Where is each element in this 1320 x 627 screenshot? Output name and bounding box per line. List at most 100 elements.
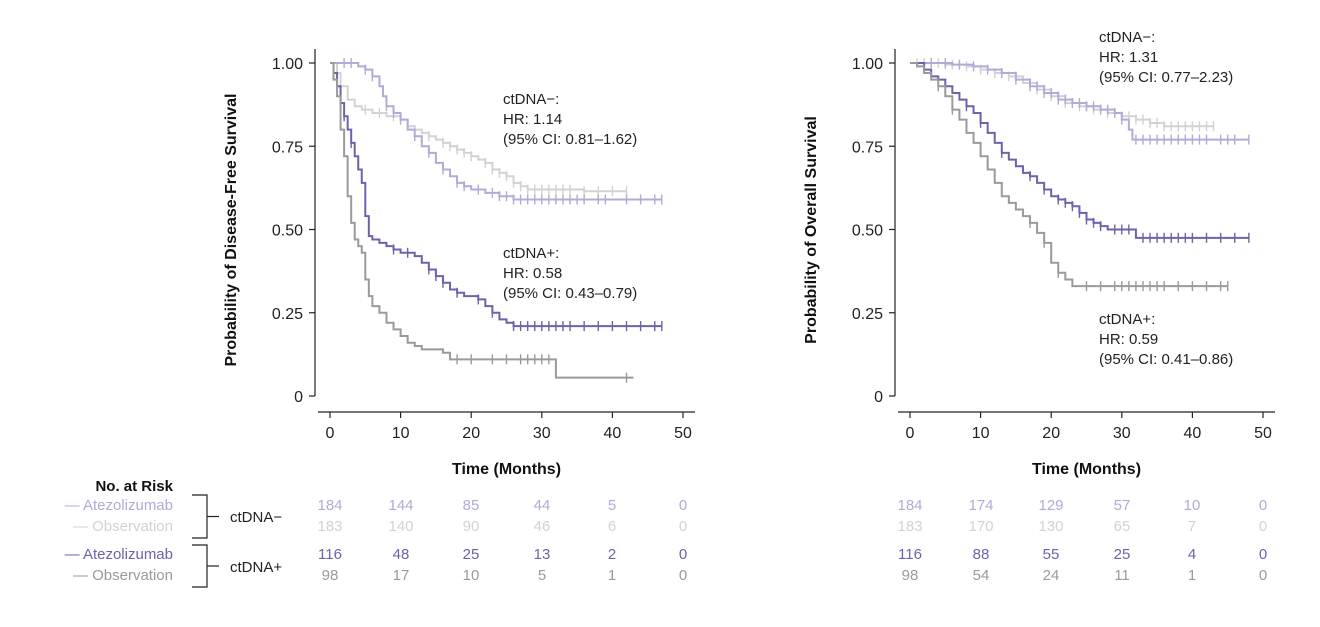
risk-count: 116 [898,546,922,563]
risk-count: 183 [317,518,342,535]
risk-count: 174 [968,497,993,514]
risk-count: 5 [608,497,616,514]
x-tick-label: 10 [392,425,410,442]
risk-count: 170 [968,518,993,535]
bracket-ctdna-neg [192,494,208,539]
y-tick-label: 0 [294,389,303,406]
y-tick-label: 0.75 [272,139,303,156]
annotation-pos-hr: HR: 0.58 [503,265,562,282]
y-axis-label: Probability of Disease-Free Survival [223,94,240,367]
x-tick-label: 30 [533,425,551,442]
risk-count: 1 [608,567,616,584]
km-curve-obs_pos [330,62,634,379]
risk-count: 13 [534,546,551,563]
risk-count: 90 [463,518,480,535]
annotation-neg-hr: HR: 1.14 [503,111,562,128]
risk-count: 0 [1259,497,1267,514]
risk-count: 25 [463,546,480,563]
risk-count: 4 [1188,546,1196,563]
risk-count: 129 [1038,497,1063,514]
km-curve-atezo_neg [330,62,662,201]
risk-count: 0 [679,567,687,584]
annotation-neg-head: ctDNA−: [503,91,559,108]
x-tick-label: 50 [674,425,692,442]
x-tick-label: 10 [972,425,990,442]
risk-count: 11 [1114,567,1130,584]
annotation-pos-head: ctDNA+: [503,245,559,262]
km-curve-obs_neg [330,62,627,193]
risk-count: 25 [1114,546,1131,563]
y-axis-label: Probability of Overall Survival [803,116,820,344]
annotation-pos-head: ctDNA+: [1099,311,1155,328]
risk-count: 85 [463,497,480,514]
risk-count: 55 [1043,546,1060,563]
risk-count: 0 [679,546,687,563]
y-tick-label: 0.50 [272,223,303,240]
group-label-pos: ctDNA+ [230,559,282,576]
bracket-ctdna-pos [192,544,208,588]
risk-count: 116 [318,546,342,563]
risk-count: 0 [1259,567,1267,584]
x-tick-label: 20 [1042,425,1060,442]
y-tick-label: 0.25 [852,306,883,323]
risk-count: 98 [902,567,919,584]
risk-count: 54 [973,567,990,584]
risk-header: No. at Risk [95,478,173,495]
x-tick-label: 30 [1113,425,1131,442]
risk-count: 6 [608,518,616,535]
x-tick-label: 0 [906,425,915,442]
x-tick-label: 50 [1254,425,1272,442]
y-tick-label: 0.75 [852,139,883,156]
risk-count: 57 [1114,497,1131,514]
y-tick-label: 0.50 [852,223,883,240]
annotation-pos-ci: (95% CI: 0.41–0.86) [1099,351,1233,368]
risk-count: 10 [463,567,480,584]
annotation-pos-ci: (95% CI: 0.43–0.79) [503,285,637,302]
annotation-neg-ci: (95% CI: 0.77–2.23) [1099,69,1233,86]
risk-count: 7 [1188,518,1196,535]
risk-count: 88 [973,546,990,563]
x-tick-label: 40 [604,425,622,442]
annotation-pos-hr: HR: 0.59 [1099,331,1158,348]
km-curve-obs_pos [910,62,1228,288]
risk-count: 0 [679,518,687,535]
risk-count: 65 [1114,518,1131,535]
risk-count: 0 [1259,546,1267,563]
risk-count: 184 [317,497,342,514]
risk-count: 98 [322,567,339,584]
risk-row-label: — Atezolizumab [65,497,173,514]
x-tick-label: 20 [462,425,480,442]
risk-count: 140 [388,518,413,535]
km-curve-atezo_pos [330,62,662,328]
risk-count: 144 [388,497,413,514]
risk-row-label: — Observation [73,518,173,535]
annotation-neg-hr: HR: 1.31 [1099,49,1158,66]
x-tick-label: 0 [326,425,335,442]
y-tick-label: 0 [874,389,883,406]
risk-legend: No. at Risk — Atezolizumab — Observation — … [65,478,282,588]
x-tick-label: 40 [1184,425,1202,442]
annotation-neg-ci: (95% CI: 0.81–1.62) [503,131,637,148]
risk-count: 1 [1188,567,1196,584]
risk-count: 46 [534,518,551,535]
y-tick-label: 0.25 [272,306,303,323]
risk-count: 0 [679,497,687,514]
y-tick-label: 1.00 [852,56,883,73]
x-axis-label: Time (Months) [1032,461,1141,478]
risk-row-label: — Observation [73,567,173,584]
risk-row-label: — Atezolizumab [65,546,173,563]
risk-count: 24 [1043,567,1060,584]
risk-count: 130 [1038,518,1063,535]
group-label-neg: ctDNA− [230,509,282,526]
risk-count: 2 [608,546,616,563]
risk-count: 44 [534,497,551,514]
y-tick-label: 1.00 [272,56,303,73]
annotation-neg-head: ctDNA−: [1099,29,1155,46]
risk-count: 48 [393,546,410,563]
risk-count: 17 [393,567,410,584]
risk-count: 183 [897,518,922,535]
risk-count: 184 [897,497,922,514]
